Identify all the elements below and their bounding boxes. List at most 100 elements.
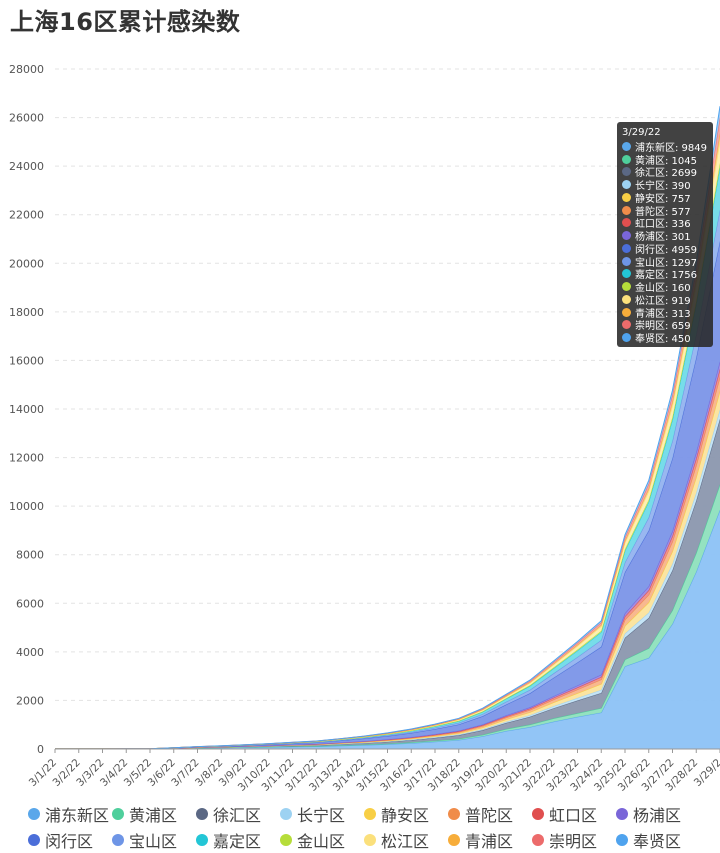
legend-marker-icon	[196, 808, 208, 820]
tooltip-row: 宝山区: 1297	[622, 255, 708, 269]
legend-marker-icon	[532, 834, 544, 846]
tooltip-row-text: 金山区: 160	[635, 283, 691, 295]
legend-item[interactable]: 黄浦区	[112, 802, 196, 826]
tooltip-marker-icon	[622, 269, 631, 279]
legend-marker-icon	[448, 834, 460, 846]
tooltip-marker-icon	[622, 154, 631, 164]
y-tick-label: 4000	[16, 646, 44, 659]
legend-label: 金山区	[297, 832, 346, 851]
tooltip-marker-icon	[622, 256, 631, 266]
legend-item[interactable]: 静安区	[364, 802, 448, 826]
tooltip-marker-icon	[622, 320, 631, 330]
y-tick-label: 12000	[9, 452, 44, 465]
tooltip-row-text: 虹口区: 336	[635, 219, 691, 231]
legend-marker-icon	[448, 808, 460, 820]
tooltip-marker-icon	[622, 180, 631, 190]
tooltip-row-text: 黄浦区: 1045	[635, 155, 697, 167]
legend-marker-icon	[196, 834, 208, 846]
tooltip-marker-icon	[622, 307, 631, 317]
legend-item[interactable]: 普陀区	[448, 802, 532, 826]
legend-item[interactable]: 宝山区	[112, 828, 196, 852]
legend-label: 松江区	[381, 832, 430, 851]
tooltip-row: 松江区: 919	[622, 293, 708, 307]
y-tick-label: 28000	[9, 63, 44, 76]
legend-marker-icon	[616, 834, 628, 846]
tooltip-row: 奉贤区: 450	[622, 331, 708, 346]
legend-marker-icon	[112, 808, 124, 820]
legend-item[interactable]: 嘉定区	[196, 828, 280, 852]
chart-legend: 浦东新区 黄浦区 徐汇区 长宁区 静安区 普陀区 虹口区 杨浦区 闵行区 宝山区 嘉定区 金山区 松江…	[28, 801, 718, 853]
legend-label: 静安区	[381, 806, 430, 825]
tooltip-row-text: 闵行区: 4959	[635, 244, 697, 256]
tooltip-marker-icon	[622, 141, 631, 151]
legend-marker-icon	[112, 834, 124, 846]
tooltip-row: 金山区: 160	[622, 280, 708, 295]
legend-item[interactable]: 徐汇区	[196, 802, 280, 826]
legend-item[interactable]: 松江区	[364, 828, 448, 852]
legend-item[interactable]: 浦东新区	[28, 802, 112, 826]
legend-marker-icon	[532, 808, 544, 820]
tooltip-row: 杨浦区: 301	[622, 229, 708, 243]
legend-label: 宝山区	[129, 832, 178, 851]
tooltip-row: 虹口区: 336	[622, 217, 708, 230]
y-tick-label: 10000	[9, 500, 44, 513]
tooltip-row-text: 徐汇区: 2699	[635, 168, 697, 180]
tooltip-marker-icon	[622, 218, 631, 228]
tooltip-marker-icon	[622, 205, 631, 215]
legend-label: 杨浦区	[633, 806, 682, 825]
tooltip-row-text: 长宁区: 390	[635, 181, 691, 193]
legend-marker-icon	[280, 808, 292, 820]
legend-label: 闵行区	[45, 832, 94, 851]
tooltip-row-text: 浦东新区: 9849	[635, 142, 707, 154]
legend-label: 崇明区	[549, 832, 598, 851]
tooltip-date: 3/29/22	[622, 127, 661, 138]
tooltip-row-text: 奉贤区: 450	[635, 334, 691, 346]
legend-item[interactable]: 青浦区	[448, 828, 532, 852]
legend-label: 浦东新区	[45, 806, 110, 825]
tooltip-row-text: 崇明区: 659	[635, 321, 691, 333]
tooltip-row: 青浦区: 313	[622, 306, 708, 320]
tooltip-row-text: 静安区: 757	[635, 193, 691, 205]
legend-label: 青浦区	[465, 832, 514, 851]
tooltip-row: 静安区: 757	[622, 191, 708, 205]
tooltip-row: 徐汇区: 2699	[622, 166, 708, 179]
area-series-line-16	[55, 106, 720, 750]
tooltip-marker-icon	[622, 333, 631, 343]
legend-item[interactable]: 杨浦区	[616, 802, 700, 826]
y-tick-label: 18000	[9, 306, 44, 319]
y-tick-label: 8000	[16, 549, 44, 562]
legend-label: 长宁区	[297, 806, 346, 825]
legend-marker-icon	[364, 834, 376, 846]
legend-item[interactable]: 虹口区	[532, 802, 616, 826]
tooltip-row: 闵行区: 4959	[622, 242, 708, 256]
tooltip-row: 长宁区: 390	[622, 178, 708, 193]
area-chart: 0 2000 4000 6000 8000 10000 12000 14000 16000 180…	[9, 63, 720, 794]
hover-tooltip: 3/29/22 浦东新区: 9849 黄浦区: 1045 徐汇区: 2699 长宁区:…	[617, 122, 713, 347]
y-tick-label: 20000	[9, 257, 44, 270]
chart-title: 上海16区累计感染数	[10, 8, 241, 36]
legend-label: 普陀区	[465, 806, 514, 825]
y-tick-label: 26000	[9, 112, 44, 125]
y-tick-label: 22000	[9, 209, 44, 222]
legend-label: 徐汇区	[213, 806, 262, 825]
tooltip-marker-icon	[622, 294, 631, 304]
legend-label: 嘉定区	[213, 832, 262, 851]
y-tick-label: 24000	[9, 160, 44, 173]
legend-item[interactable]: 奉贤区	[616, 828, 700, 852]
y-tick-label: 2000	[16, 694, 44, 707]
legend-marker-icon	[364, 808, 376, 820]
legend-item[interactable]: 金山区	[280, 828, 364, 852]
tooltip-marker-icon	[622, 282, 631, 292]
legend-item[interactable]: 崇明区	[532, 828, 616, 852]
legend-marker-icon	[28, 808, 40, 820]
legend-label: 虹口区	[549, 806, 598, 825]
tooltip-marker-icon	[622, 192, 631, 202]
legend-marker-icon	[280, 834, 292, 846]
legend-item[interactable]: 长宁区	[280, 802, 364, 826]
tooltip-marker-icon	[622, 243, 631, 253]
tooltip-row: 普陀区: 577	[622, 204, 708, 218]
y-tick-label: 6000	[16, 597, 44, 610]
legend-marker-icon	[616, 808, 628, 820]
legend-item[interactable]: 闵行区	[28, 828, 112, 852]
tooltip-row: 浦东新区: 9849	[622, 140, 708, 154]
